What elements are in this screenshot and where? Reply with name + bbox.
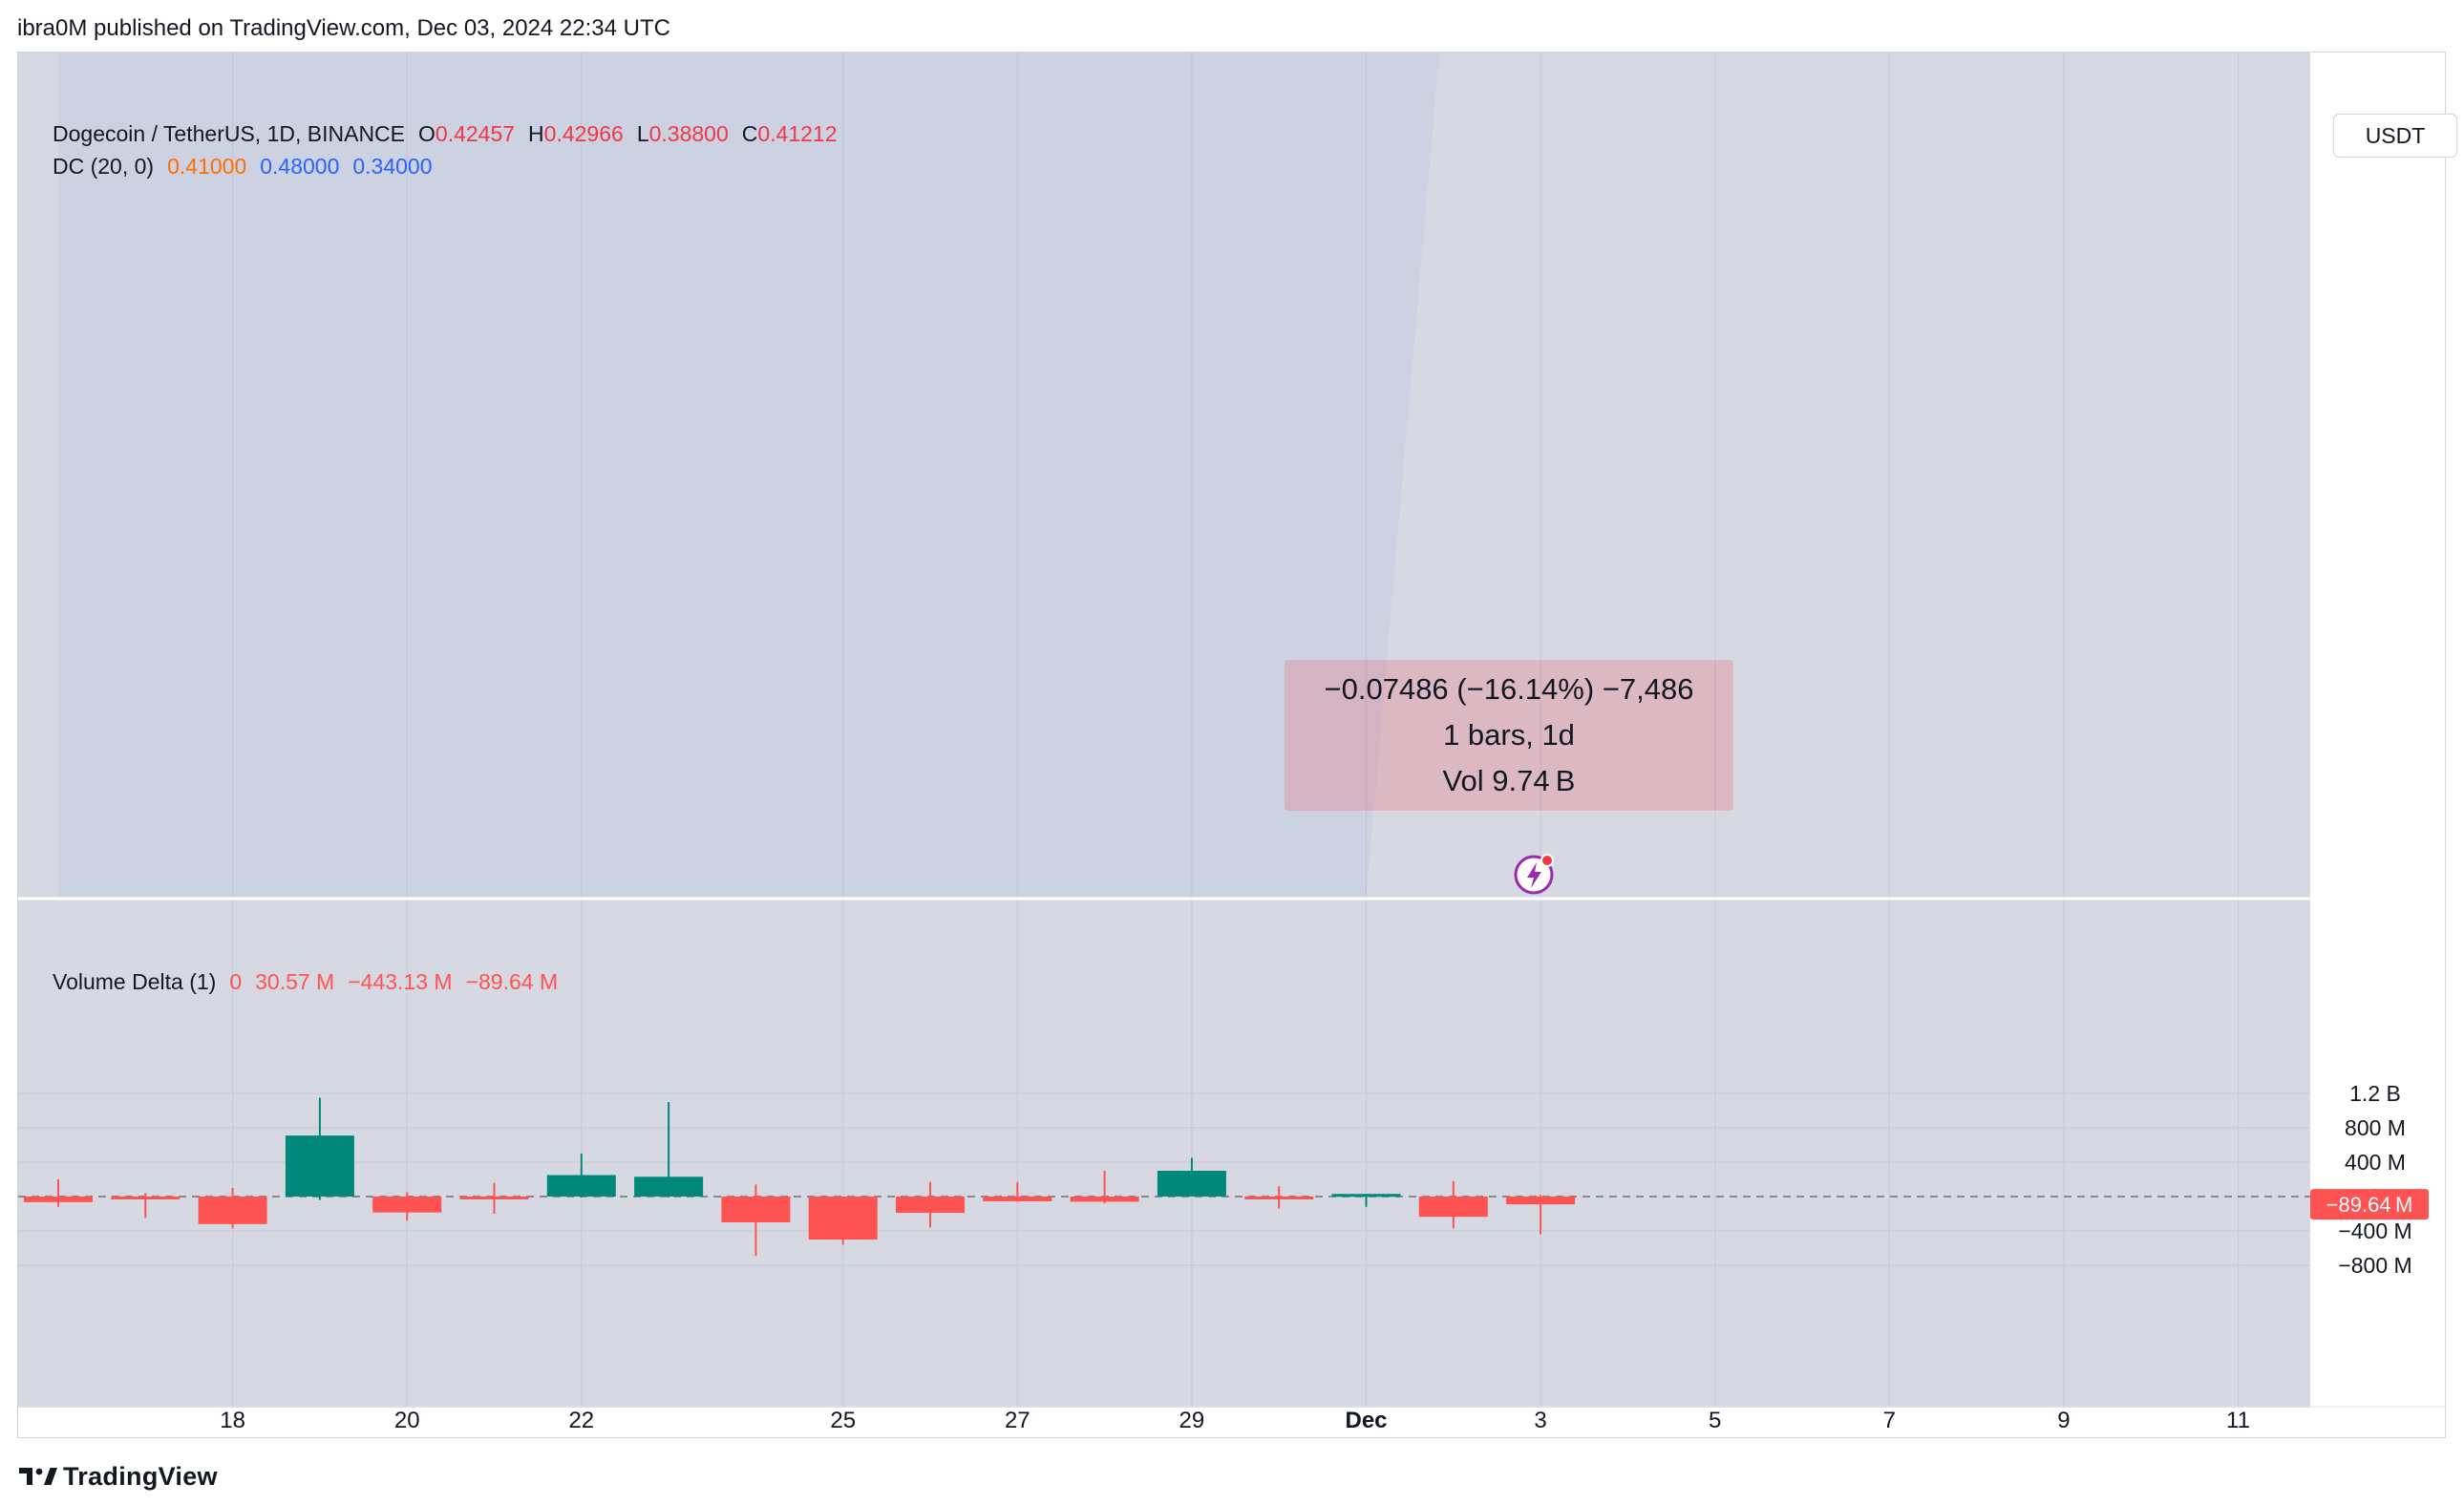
volume-body (1418, 1197, 1488, 1218)
time-axis: 18 20 22 25 27 29 Dec 3 5 7 9 11 (220, 1408, 2250, 1433)
time-axis-label: 20 (394, 1408, 420, 1433)
publish-header: ibra0M published on TradingView.com, Dec… (0, 0, 2464, 55)
volume-bar (808, 1197, 878, 1245)
volume-bar (1418, 1180, 1488, 1229)
volume-bar (24, 1179, 93, 1207)
tradingview-logo-icon (19, 1468, 57, 1485)
volume-body (1244, 1197, 1314, 1199)
close-label: C (741, 121, 758, 146)
currency-unit-button[interactable]: USDT (2333, 114, 2457, 158)
donchian-legend[interactable]: DC (20, 0) 0.41000 0.48000 0.34000 (53, 154, 433, 180)
volume-bar (721, 1184, 791, 1257)
volume-body (1070, 1197, 1139, 1202)
volume-delta-v1: 30.57 M (255, 969, 335, 994)
low-label: L (636, 121, 649, 146)
volume-bar (896, 1181, 965, 1228)
volume-bar (285, 1097, 354, 1200)
time-axis-label: 3 (1534, 1408, 1546, 1433)
volume-delta-bars (24, 1097, 1576, 1257)
time-axis-label: 5 (1709, 1408, 1721, 1433)
volume-body (24, 1197, 93, 1202)
chart-frame: 0.460000.440000.420000.380000.360001.2 B… (17, 52, 2457, 1438)
volume-bar (1331, 1194, 1401, 1207)
volume-body (1506, 1197, 1576, 1205)
volume-delta-v3: −89.64 M (465, 969, 559, 994)
volume-body (721, 1197, 791, 1222)
chart-canvas[interactable]: 0.460000.440000.420000.380000.360001.2 B… (18, 53, 2445, 1437)
svg-text:−89.64 M: −89.64 M (2326, 1193, 2413, 1217)
volume-body (111, 1197, 181, 1199)
time-axis-label: 11 (2226, 1408, 2250, 1433)
dc-label: DC (20, 0) (53, 154, 155, 179)
volume-axis-label: −800 M (2338, 1253, 2411, 1278)
volume-bar (111, 1193, 181, 1219)
high-value: 0.42966 (543, 121, 624, 146)
time-axis-label: 29 (1179, 1408, 1205, 1433)
dc-mid-value: 0.41000 (167, 154, 247, 179)
volume-body (372, 1197, 442, 1213)
volume-delta-label: Volume Delta (1) (53, 969, 217, 994)
volume-body (1157, 1171, 1226, 1197)
time-axis-label: Dec (1345, 1408, 1387, 1433)
volume-bar (1157, 1157, 1226, 1197)
volume-bar (1506, 1195, 1576, 1235)
volume-delta-v0: 0 (229, 969, 243, 994)
high-label: H (528, 121, 544, 146)
time-axis-background (18, 1408, 2445, 1437)
volume-delta-legend[interactable]: Volume Delta (1) 0 30.57 M −443.13 M −89.64 … (53, 969, 558, 995)
volume-body (896, 1197, 965, 1214)
measure-change: −0.07486 (−16.14%) −7,486 (1324, 672, 1694, 706)
low-value: 0.38800 (648, 121, 729, 146)
volume-axis-label: 800 M (2345, 1115, 2406, 1140)
price-range-measure-label: −0.07486 (−16.14%) −7,486 1 bars, 1d Vol… (1285, 660, 1733, 811)
volume-body (1331, 1194, 1401, 1198)
symbol-legend[interactable]: Dogecoin / TetherUS, 1D, BINANCE O0.42457… (53, 121, 838, 147)
volume-body (634, 1176, 704, 1197)
tradingview-brand: TradingView (63, 1461, 218, 1491)
volume-axis-label: −400 M (2338, 1219, 2411, 1243)
volume-bar (983, 1181, 1052, 1202)
donchian-band-fill (58, 53, 1440, 897)
time-axis-label: 9 (2057, 1408, 2070, 1433)
measure-volume: Vol 9.74 B (1442, 764, 1576, 797)
volume-body (546, 1175, 616, 1197)
volume-body (983, 1197, 1052, 1201)
volume-delta-v2: −443.13 M (348, 969, 453, 994)
time-axis-label: 25 (830, 1408, 856, 1433)
volume-bar (546, 1154, 616, 1198)
volume-body (459, 1197, 529, 1199)
dc-lower-value: 0.34000 (352, 154, 433, 179)
volume-bar (459, 1182, 529, 1214)
dc-upper-value: 0.48000 (260, 154, 340, 179)
volume-bar (1070, 1171, 1139, 1204)
symbol-name: Dogecoin / TetherUS, 1D, BINANCE (53, 121, 406, 146)
volume-body (808, 1197, 878, 1240)
volume-body (198, 1197, 267, 1224)
volume-bar (634, 1102, 704, 1198)
volume-bar (198, 1188, 267, 1229)
time-axis-label: 27 (1005, 1408, 1030, 1433)
volume-body (285, 1135, 354, 1197)
close-value: 0.41212 (757, 121, 838, 146)
open-label: O (418, 121, 435, 146)
volume-bar (372, 1192, 442, 1221)
measure-bars: 1 bars, 1d (1443, 718, 1575, 752)
volume-bar (1244, 1186, 1314, 1209)
published-text: ibra0M published on TradingView.com, Dec… (17, 15, 670, 41)
time-axis-label: 7 (1883, 1408, 1896, 1433)
volume-last-badge: −89.64 M (2310, 1189, 2429, 1220)
volume-axis-label: 1.2 B (2349, 1081, 2401, 1106)
volume-axis-label: 400 M (2345, 1150, 2406, 1175)
lightning-alert-icon (1514, 854, 1554, 895)
time-axis-label: 18 (220, 1408, 245, 1433)
time-axis-label: 22 (568, 1408, 594, 1433)
open-value: 0.42457 (435, 121, 516, 146)
tradingview-footer: TradingView (19, 1459, 218, 1494)
